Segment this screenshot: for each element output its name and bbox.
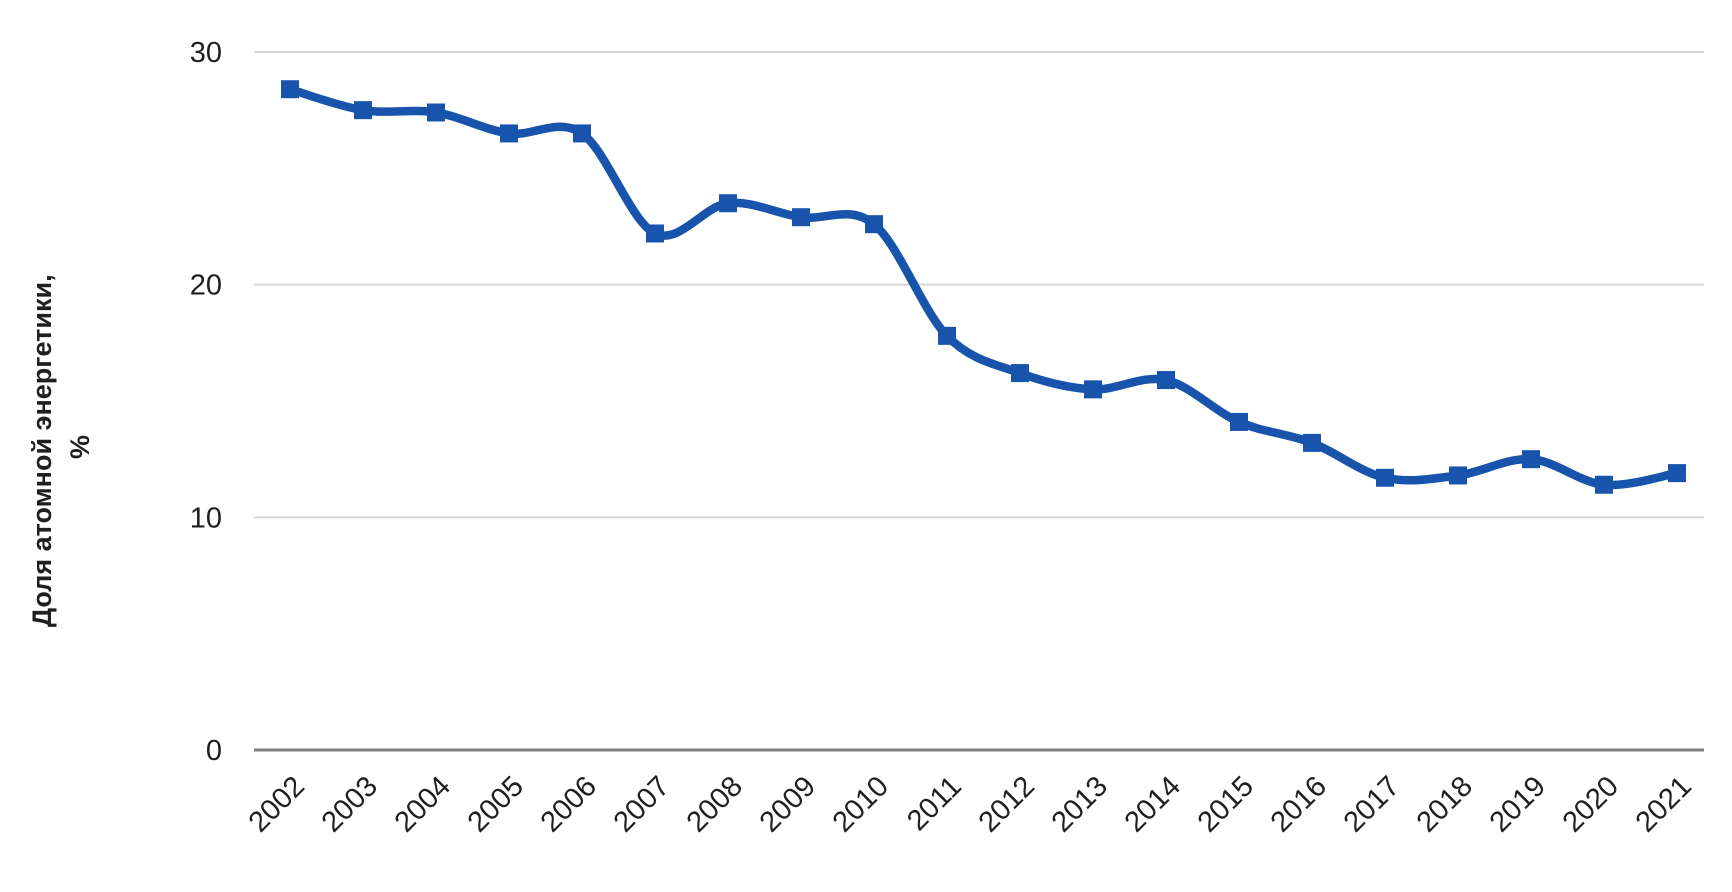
x-tick-label-2005: 2005: [462, 770, 530, 838]
y-axis-tick-labels: 0 10 20 30: [190, 37, 222, 767]
data-point-2016: [1303, 433, 1321, 452]
gridlines: [254, 51, 1704, 519]
data-point-2018: [1449, 466, 1467, 485]
data-point-2007: [646, 224, 664, 243]
x-tick-label-2002: 2002: [243, 770, 311, 838]
x-tick-label-2020: 2020: [1557, 770, 1625, 838]
data-point-2021: [1668, 464, 1686, 483]
x-tick-label-2014: 2014: [1119, 770, 1187, 838]
data-point-2006: [573, 124, 591, 143]
x-tick-label-2013: 2013: [1046, 770, 1114, 838]
x-tick-label-2011: 2011: [901, 770, 968, 837]
x-tick-label-2017: 2017: [1338, 770, 1406, 838]
data-point-2004: [427, 103, 445, 122]
data-point-2014: [1157, 371, 1175, 390]
data-point-2008: [719, 194, 737, 213]
data-point-2009: [792, 208, 810, 227]
data-point-2012: [1011, 364, 1029, 383]
x-tick-label-2012: 2012: [973, 770, 1041, 838]
y-axis-title: Доля атомной энергетики, %: [27, 267, 95, 627]
data-point-2013: [1084, 380, 1102, 399]
x-tick-label-2016: 2016: [1265, 770, 1333, 838]
x-tick-label-2009: 2009: [754, 770, 822, 838]
data-series: [281, 80, 1686, 494]
x-tick-label-2006: 2006: [535, 770, 603, 838]
x-tick-label-2010: 2010: [827, 770, 895, 838]
data-point-2003: [354, 101, 372, 120]
data-point-2019: [1522, 450, 1540, 469]
data-point-2010: [865, 215, 883, 234]
x-axis-year-labels: 2002 2003 2004 2005 2006 2007 2008 2009 2010 2011…: [243, 770, 1698, 838]
y-tick-label-30: 30: [190, 37, 222, 69]
x-tick-label-2019: 2019: [1484, 770, 1552, 838]
data-point-2020: [1595, 475, 1613, 494]
y-tick-label-20: 20: [190, 270, 222, 302]
y-tick-label-0: 0: [206, 735, 222, 767]
data-point-2005: [500, 124, 518, 143]
x-tick-label-2018: 2018: [1411, 770, 1479, 838]
x-tick-label-2021: 2021: [1630, 770, 1698, 838]
y-axis-title-line2: %: [65, 435, 95, 459]
y-axis-title-line1: Доля атомной энергетики,: [27, 274, 57, 627]
x-tick-label-2004: 2004: [389, 770, 457, 838]
data-point-2002: [281, 80, 299, 99]
data-point-2015: [1230, 412, 1248, 431]
series-line: [285, 84, 1682, 490]
x-tick-label-2008: 2008: [681, 770, 749, 838]
x-tick-label-2003: 2003: [316, 770, 384, 838]
data-point-2017: [1376, 468, 1394, 487]
data-point-2011: [938, 326, 956, 345]
x-tick-label-2007: 2007: [608, 770, 676, 838]
x-tick-label-2015: 2015: [1192, 770, 1260, 838]
y-tick-label-10: 10: [190, 502, 222, 534]
